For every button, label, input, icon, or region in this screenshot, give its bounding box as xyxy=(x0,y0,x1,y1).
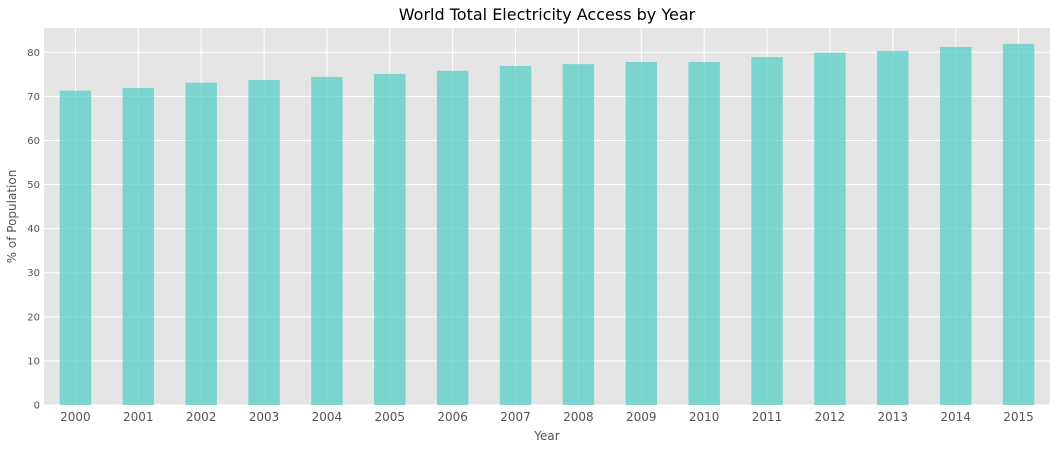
x-tick-label: 2003 xyxy=(249,410,280,424)
x-tick-label: 2000 xyxy=(60,410,91,424)
bars xyxy=(59,43,1035,406)
bar-2007 xyxy=(499,65,532,405)
bar-2015 xyxy=(1002,43,1035,405)
x-tick-labels: 2000 2001 2002 2003 2004 2005 2006 2007 2008 2009… xyxy=(60,410,1034,424)
bar-2003 xyxy=(248,80,280,406)
bar-2010 xyxy=(688,61,720,405)
x-tick-label: 2001 xyxy=(123,410,154,424)
bar-2001 xyxy=(122,87,155,405)
bar-2013 xyxy=(877,50,909,406)
y-tick-label: 0 xyxy=(34,401,40,412)
x-tick-label: 2009 xyxy=(626,410,657,424)
x-tick-label: 2011 xyxy=(752,410,783,424)
bar-2000 xyxy=(59,90,92,406)
bar-2011 xyxy=(751,57,783,406)
x-tick-label: 2008 xyxy=(563,410,594,424)
bar-2004 xyxy=(311,76,343,406)
y-tick-label: 80 xyxy=(27,48,40,59)
y-tick-label: 10 xyxy=(27,356,40,367)
bar-2006 xyxy=(436,70,469,406)
x-tick-label: 2013 xyxy=(878,410,909,424)
bar-2005 xyxy=(374,73,406,406)
x-axis-label: Year xyxy=(533,429,559,443)
y-tick-label: 60 xyxy=(27,136,40,147)
chart-title: World Total Electricity Access by Year xyxy=(399,5,696,24)
x-tick-label: 2007 xyxy=(500,410,531,424)
y-tick-label: 70 xyxy=(27,92,40,103)
y-axis-label: % of Population xyxy=(5,170,19,264)
x-tick-label: 2010 xyxy=(689,410,720,424)
x-tick-label: 2002 xyxy=(186,410,217,424)
y-tick-labels: 0 10 20 30 40 50 60 70 80 xyxy=(27,48,40,412)
y-tick-label: 30 xyxy=(27,268,40,279)
x-tick-label: 2004 xyxy=(312,410,343,424)
x-tick-label: 2006 xyxy=(437,410,468,424)
bar-2014 xyxy=(939,46,972,405)
x-tick-label: 2014 xyxy=(940,410,971,424)
bar-2002 xyxy=(185,82,217,405)
x-tick-label: 2005 xyxy=(375,410,406,424)
x-tick-label: 2015 xyxy=(1003,410,1034,424)
bar-2009 xyxy=(625,61,658,405)
y-tick-label: 40 xyxy=(27,224,40,235)
y-tick-label: 20 xyxy=(27,312,40,323)
bar-2008 xyxy=(562,64,595,405)
y-tick-label: 50 xyxy=(27,180,40,191)
x-tick-label: 2012 xyxy=(815,410,846,424)
bar-2012 xyxy=(814,52,846,406)
